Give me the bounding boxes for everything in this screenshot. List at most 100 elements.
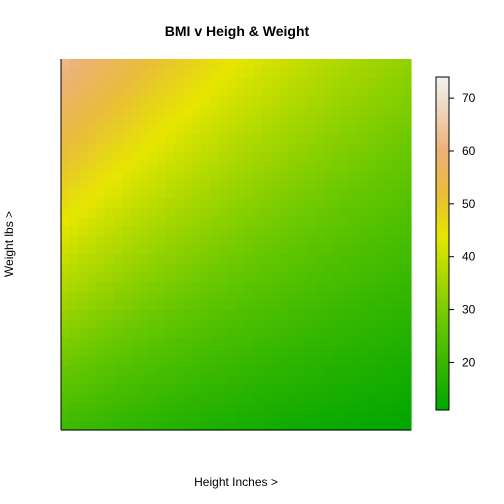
heatmap-cell <box>183 207 193 218</box>
heatmap-cell <box>61 207 71 218</box>
heatmap-cell <box>104 272 115 283</box>
heatmap-cell <box>122 402 132 413</box>
heatmap-cell <box>384 96 395 106</box>
heatmap-cell <box>262 207 272 218</box>
legend-swatch <box>436 115 449 120</box>
heatmap-cell <box>139 179 150 190</box>
heatmap-cell <box>349 198 360 209</box>
heatmap-cell <box>166 198 176 209</box>
heatmap-cell <box>341 59 351 69</box>
heatmap-cell <box>96 346 106 357</box>
heatmap-cell <box>253 188 263 199</box>
heatmap-cell <box>244 188 255 199</box>
heatmap-cell <box>148 151 158 162</box>
heatmap-cell <box>384 225 395 236</box>
heatmap-cell <box>87 309 97 320</box>
heatmap-cell <box>113 290 123 301</box>
heatmap-cell <box>122 77 132 88</box>
heatmap-cell <box>297 151 307 162</box>
heatmap-cell <box>69 337 80 348</box>
heatmap-cell <box>122 133 132 144</box>
heatmap-cell <box>253 68 263 79</box>
heatmap-cell <box>358 96 368 106</box>
heatmap-cell <box>358 272 368 283</box>
heatmap-cell <box>341 96 351 106</box>
heatmap-cell <box>113 327 123 338</box>
heatmap-cell <box>402 225 412 236</box>
heatmap-cell <box>148 411 158 422</box>
heatmap-cell <box>332 272 342 283</box>
heatmap-cell <box>288 59 298 69</box>
heatmap-cell <box>323 198 333 209</box>
heatmap-cell <box>96 290 106 301</box>
heatmap-cell <box>253 300 263 311</box>
heatmap-cell <box>139 318 150 329</box>
heatmap-cell <box>61 142 71 153</box>
heatmap-cell <box>227 142 237 153</box>
heatmap-cell <box>262 77 272 88</box>
heatmap-cell <box>218 263 228 273</box>
heatmap-cell <box>218 179 228 190</box>
legend-swatch <box>436 323 449 328</box>
heatmap-cell <box>279 420 290 431</box>
heatmap-cell <box>104 68 115 79</box>
heatmap-cell <box>332 96 342 106</box>
heatmap-cell <box>367 392 377 403</box>
heatmap-cell <box>148 355 158 366</box>
heatmap-cell <box>236 96 246 106</box>
heatmap-cell <box>157 309 167 320</box>
heatmap-cell <box>288 253 298 264</box>
heatmap-cell <box>236 383 246 394</box>
heatmap-cell <box>148 77 158 88</box>
heatmap-cell <box>192 133 202 144</box>
heatmap-cell <box>69 170 80 181</box>
heatmap-cell <box>297 96 307 106</box>
heatmap-cell <box>349 86 360 97</box>
heatmap-cell <box>209 225 220 236</box>
heatmap-cell <box>61 374 71 385</box>
heatmap-cell <box>174 318 185 329</box>
legend-swatch <box>436 365 449 369</box>
heatmap-cell <box>131 253 141 264</box>
heatmap-cell <box>376 383 386 394</box>
heatmap-cell <box>113 318 123 329</box>
heatmap-cell <box>288 402 298 413</box>
heatmap-cell <box>279 300 290 311</box>
heatmap-cell <box>393 96 403 106</box>
heatmap-cell <box>262 133 272 144</box>
heatmap-cell <box>148 123 158 134</box>
heatmap-cell <box>244 365 255 375</box>
heatmap-cell <box>139 383 150 394</box>
heatmap-cell <box>192 383 202 394</box>
heatmap-cell <box>314 281 325 292</box>
heatmap-cell <box>61 114 71 125</box>
heatmap-cell <box>376 151 386 162</box>
heatmap-cell <box>384 253 395 264</box>
heatmap-cell <box>402 392 412 403</box>
heatmap-cell <box>393 142 403 153</box>
heatmap-cell <box>174 420 185 431</box>
heatmap-cell <box>402 170 412 181</box>
heatmap-cell <box>157 59 167 69</box>
heatmap-cell <box>349 300 360 311</box>
heatmap-cell <box>376 392 386 403</box>
heatmap-cell <box>367 151 377 162</box>
heatmap-cell <box>113 411 123 422</box>
heatmap-cell <box>279 68 290 79</box>
heatmap-cell <box>148 179 158 190</box>
heatmap-cell <box>323 188 333 199</box>
heatmap-cell <box>122 142 132 153</box>
heatmap-cell <box>218 123 228 134</box>
heatmap-cell <box>271 207 281 218</box>
heatmap-cell <box>279 198 290 209</box>
heatmap-cell <box>104 225 115 236</box>
heatmap-cell <box>384 281 395 292</box>
heatmap-cell <box>306 392 316 403</box>
legend-swatch <box>436 382 449 386</box>
heatmap-cell <box>61 225 71 236</box>
heatmap-cell <box>209 337 220 348</box>
heatmap-cell <box>288 105 298 116</box>
heatmap-cell <box>87 188 97 199</box>
heatmap-cell <box>113 86 123 97</box>
heatmap-cell <box>69 420 80 431</box>
